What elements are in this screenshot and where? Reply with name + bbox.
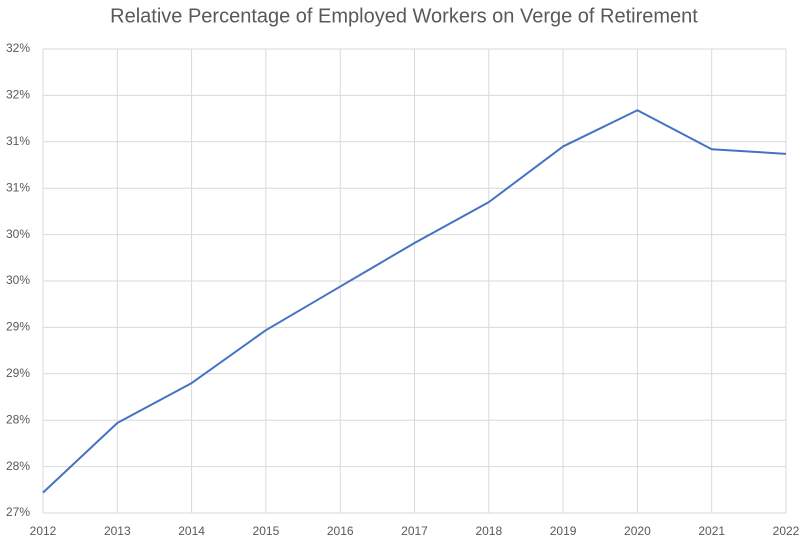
x-tick-label: 2021 xyxy=(698,524,725,538)
x-tick-label: 2015 xyxy=(253,524,280,538)
x-tick-label: 2022 xyxy=(773,524,800,538)
x-tick-label: 2020 xyxy=(624,524,651,538)
data-line xyxy=(42,109,787,494)
y-tick-label: 31% xyxy=(6,180,30,194)
x-tick-label: 2012 xyxy=(30,524,57,538)
y-tick-label: 32% xyxy=(6,41,30,55)
y-tick-label: 29% xyxy=(6,366,30,380)
y-tick-label: 28% xyxy=(6,459,30,473)
y-tick-label: 28% xyxy=(6,412,30,426)
x-tick-label: 2013 xyxy=(104,524,131,538)
y-tick-label: 32% xyxy=(6,88,30,102)
y-tick-label: 29% xyxy=(6,320,30,334)
x-tick-label: 2014 xyxy=(178,524,205,538)
y-tick-label: 30% xyxy=(6,227,30,241)
x-tick-label: 2018 xyxy=(475,524,502,538)
y-tick-label: 31% xyxy=(6,134,30,148)
x-tick-label: 2016 xyxy=(327,524,354,538)
x-tick-label: 2019 xyxy=(550,524,577,538)
y-tick-label: 27% xyxy=(6,505,30,519)
x-tick-label: 2017 xyxy=(401,524,428,538)
chart-title: Relative Percentage of Employed Workers … xyxy=(110,5,698,27)
y-tick-label: 30% xyxy=(6,273,30,287)
